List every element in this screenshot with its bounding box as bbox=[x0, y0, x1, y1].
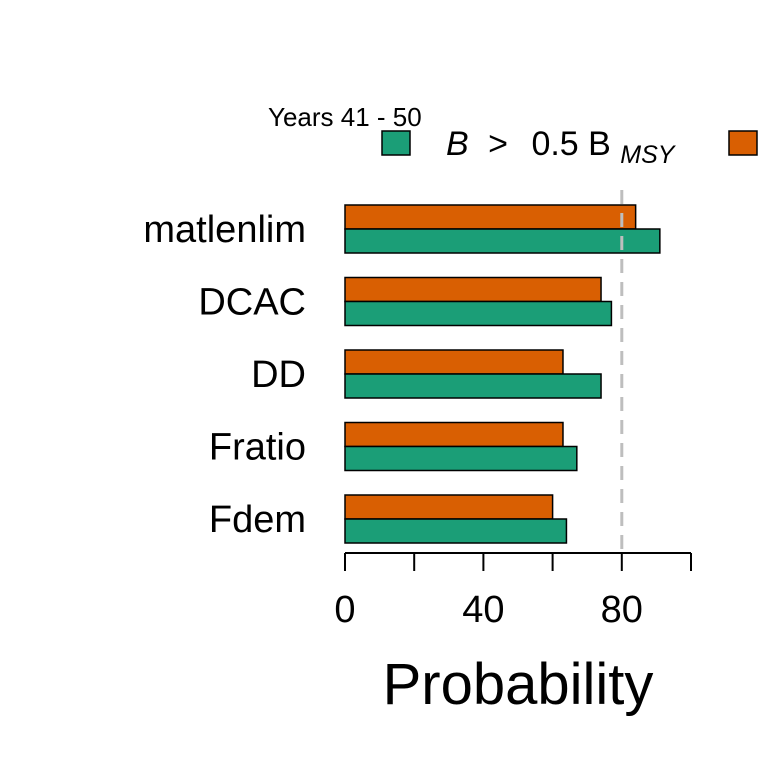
legend-swatch-series-1 bbox=[381, 130, 411, 156]
x-axis-title: Probability bbox=[383, 652, 654, 717]
bar-Fratio-series-1 bbox=[344, 445, 578, 472]
legend-sub: MSY bbox=[620, 141, 677, 169]
bar-matlenlim-series-2 bbox=[344, 204, 637, 230]
x-tick-label-0: 0 bbox=[334, 589, 355, 631]
bar-DD-series-1 bbox=[344, 373, 602, 399]
legend-label-series-1: B > 0.5 B MSY bbox=[446, 125, 677, 169]
bar-DCAC-series-2 bbox=[344, 276, 602, 303]
legend-op: > bbox=[488, 125, 508, 163]
legend-lhs: B bbox=[446, 125, 469, 163]
legend-swatch-series-2 bbox=[728, 130, 758, 156]
bar-matlenlim-series-1 bbox=[344, 228, 661, 254]
bar-Fdem-series-2 bbox=[344, 494, 554, 520]
category-label-Fratio: Fratio bbox=[209, 427, 306, 469]
plot-area: matlenlim DCAC DD Fratio Fdem bbox=[143, 190, 661, 553]
legend: B > 0.5 B MSY bbox=[381, 125, 758, 169]
category-label-DCAC: DCAC bbox=[198, 282, 306, 324]
x-axis: 0 40 80 bbox=[334, 552, 692, 631]
chart-title: Years 41 - 50 bbox=[268, 102, 422, 132]
category-label-DD: DD bbox=[251, 354, 306, 396]
x-tick-label-80: 80 bbox=[601, 589, 643, 631]
bar-DD-series-2 bbox=[344, 349, 564, 375]
category-label-Fdem: Fdem bbox=[209, 499, 306, 541]
x-tick-label-40: 40 bbox=[462, 589, 504, 631]
legend-coef: 0.5 B bbox=[531, 125, 610, 163]
bar-Fratio-series-2 bbox=[344, 421, 564, 448]
category-label-matlenlim: matlenlim bbox=[143, 209, 306, 251]
bar-Fdem-series-1 bbox=[344, 518, 568, 544]
bar-DCAC-series-1 bbox=[344, 300, 613, 327]
